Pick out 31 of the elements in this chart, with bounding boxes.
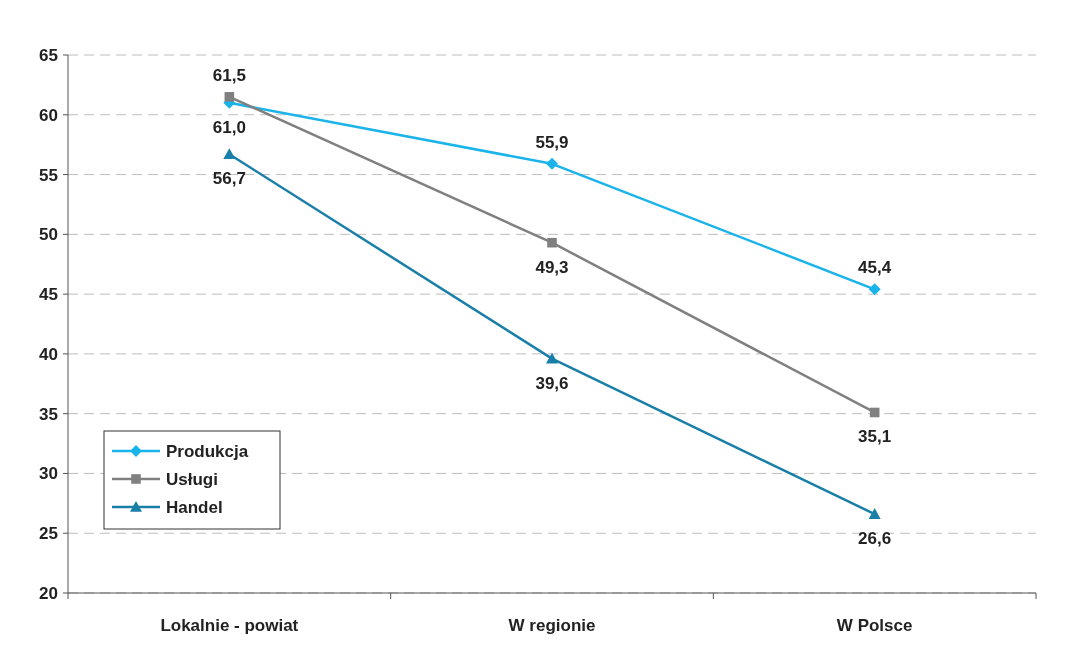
- y-tick-label: 40: [39, 344, 58, 364]
- data-label: 55,9: [535, 132, 569, 152]
- point: [223, 148, 236, 160]
- y-tick-label: 20: [39, 583, 58, 603]
- y-tick-label: 65: [39, 45, 58, 65]
- y-tick-label: 55: [39, 165, 58, 185]
- legend-label: Usługi: [166, 469, 218, 489]
- data-label: 61,0: [212, 117, 246, 137]
- point: [547, 237, 557, 248]
- data-label: 39,6: [535, 373, 569, 393]
- data-label: 45,4: [858, 258, 892, 278]
- y-tick-label: 35: [39, 404, 58, 424]
- y-tick-label: 30: [39, 464, 58, 484]
- x-tick-label: W regionie: [508, 616, 596, 635]
- y-tick-label: 60: [39, 105, 58, 125]
- data-label: 56,7: [212, 169, 246, 189]
- data-label: 26,6: [858, 529, 892, 549]
- data-label: 35,1: [858, 427, 892, 447]
- point: [868, 508, 881, 519]
- data-label: 61,5: [212, 65, 246, 85]
- x-tick-label: W Polsce: [836, 616, 913, 635]
- y-tick-label: 50: [39, 225, 58, 245]
- y-tick-label: 25: [39, 524, 58, 544]
- x-tick-label: Lokalnie - powiat: [160, 616, 299, 635]
- point: [224, 92, 235, 102]
- point: [868, 283, 881, 296]
- legend-label: Produkcja: [166, 441, 249, 461]
- y-tick-label: 45: [39, 285, 58, 305]
- data-label: 49,3: [535, 257, 569, 277]
- point: [546, 157, 558, 170]
- legend-label: Handel: [166, 497, 223, 517]
